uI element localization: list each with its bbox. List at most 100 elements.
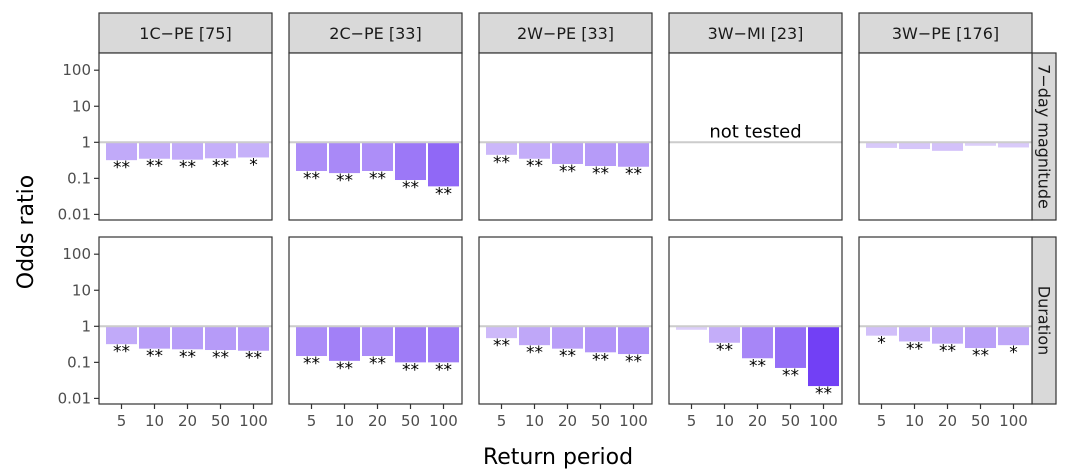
significance-label: **: [526, 157, 543, 177]
x-tick-label: 20: [178, 412, 197, 430]
bar: [585, 326, 616, 353]
panel-background: [99, 237, 272, 404]
x-tick-label: 10: [715, 412, 734, 430]
x-tick-label: 10: [335, 412, 354, 430]
significance-label: **: [526, 343, 543, 363]
panel-background: [479, 237, 652, 404]
bar: [676, 326, 707, 330]
significance-label: **: [906, 339, 923, 359]
x-tick-label: 5: [497, 412, 507, 430]
y-tick-label: 0.1: [67, 353, 91, 371]
bar: [866, 142, 897, 148]
significance-label: **: [369, 169, 386, 189]
row-strip-label: Duration: [1035, 286, 1054, 356]
significance-label: **: [146, 347, 163, 367]
panel-border: [98, 236, 273, 405]
panel: [858, 52, 1033, 221]
y-tick-label: 1: [81, 317, 91, 335]
row-strip-label: 7−day magnitude: [1035, 64, 1054, 209]
panel: ** ** ** ** **: [98, 236, 273, 405]
x-tick-label: 5: [307, 412, 317, 430]
bar: [618, 326, 649, 355]
bar: [552, 142, 583, 165]
panel: ** ** ** ** **: [288, 236, 463, 405]
bar: [808, 326, 839, 387]
significance-label: **: [179, 347, 196, 367]
bar: [742, 326, 773, 359]
panel-background: [479, 53, 652, 220]
bar: [932, 326, 963, 344]
chart-panels: ** ** ** ** *** ** ** ** **** ** ** ** **not tested*…: [98, 52, 1033, 405]
panel: ** ** ** ** *: [98, 52, 273, 221]
bar: [899, 326, 930, 342]
significance-label: **: [749, 356, 766, 376]
significance-label: **: [592, 350, 609, 370]
bar: [519, 326, 550, 346]
significance-label: *: [249, 155, 258, 175]
bar: [238, 142, 269, 158]
bar: [618, 142, 649, 167]
x-tick-label: 5: [687, 412, 697, 430]
x-tick-label: 20: [558, 412, 577, 430]
row-strips: 7−day magnitude Duration: [1031, 52, 1057, 405]
bar: [585, 142, 616, 167]
bar: [296, 326, 327, 357]
significance-label: **: [782, 366, 799, 386]
significance-label: **: [625, 165, 642, 185]
significance-label: **: [716, 341, 733, 361]
bar: [486, 142, 517, 155]
column-strip-box: [668, 12, 843, 54]
significance-label: **: [113, 158, 130, 178]
significance-label: **: [493, 153, 510, 173]
column-strip-label: 2C−PE [33]: [329, 24, 421, 43]
bar: [172, 142, 203, 160]
significance-label: **: [113, 342, 130, 362]
bar: [395, 142, 426, 181]
bar: [172, 326, 203, 350]
significance-label: **: [402, 360, 419, 380]
significance-label: **: [303, 354, 320, 374]
significance-label: **: [212, 348, 229, 368]
column-strip-label: 3W−MI [23]: [708, 24, 804, 43]
panel-background: [859, 237, 1032, 404]
panel-border: [98, 52, 273, 221]
bar: [106, 326, 137, 345]
x-tick-label: 100: [429, 412, 458, 430]
panel-border: [478, 52, 653, 221]
bar: [139, 142, 170, 159]
column-strips: 1C−PE [75] 2C−PE [33] 2W−PE [33] 3W−MI [23]…: [98, 12, 1033, 54]
significance-label: **: [245, 349, 262, 369]
x-tick-label: 100: [239, 412, 268, 430]
bar: [899, 142, 930, 150]
bar: [866, 326, 897, 336]
x-tick-label: 100: [999, 412, 1028, 430]
significance-label: **: [402, 178, 419, 198]
significance-label: **: [559, 347, 576, 367]
panel-border: [288, 52, 463, 221]
significance-label: *: [877, 334, 886, 354]
y-tick-label: 0.1: [67, 169, 91, 187]
panel: ** ** ** ** **: [288, 52, 463, 221]
x-tick-label: 10: [525, 412, 544, 430]
bar: [205, 326, 236, 351]
panel-border: [478, 236, 653, 405]
bar: [709, 326, 740, 343]
panel: ** ** ** ** **: [478, 52, 653, 221]
y-tick-label: 0.01: [58, 205, 91, 223]
x-tick-label: 50: [781, 412, 800, 430]
bar: [552, 326, 583, 349]
bar: [998, 326, 1029, 346]
bar: [238, 326, 269, 351]
y-tick-label: 1: [81, 133, 91, 151]
column-strip-label: 1C−PE [75]: [139, 24, 231, 43]
significance-label: **: [303, 169, 320, 189]
y-tick-label: 10: [72, 97, 91, 115]
significance-label: **: [972, 346, 989, 366]
column-strip-box: [478, 12, 653, 54]
bar: [296, 142, 327, 172]
x-tick-label: 5: [877, 412, 887, 430]
panel-border: [288, 236, 463, 405]
significance-label: **: [939, 342, 956, 362]
panel: not tested: [668, 52, 843, 221]
